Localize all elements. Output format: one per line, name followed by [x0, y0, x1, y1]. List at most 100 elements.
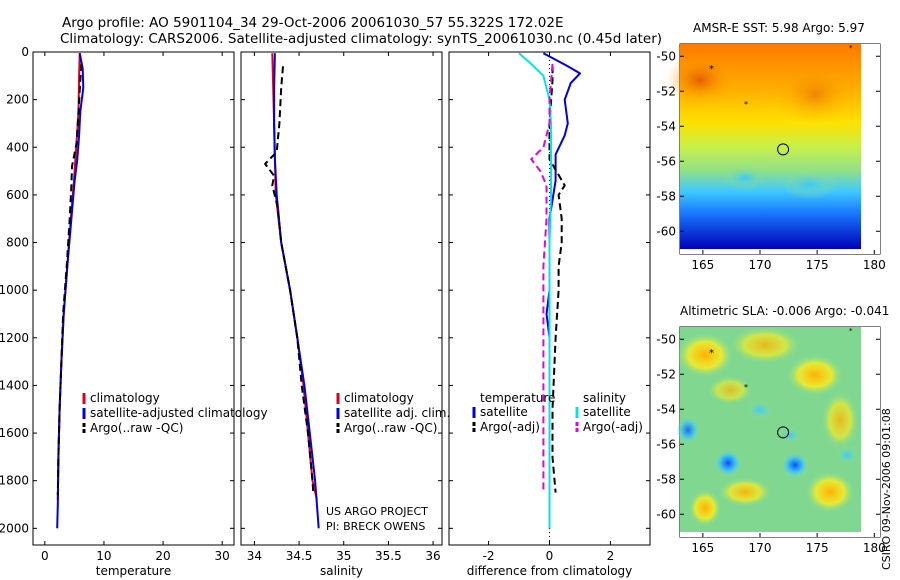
- sla-high-patch: [822, 392, 858, 448]
- salinity-xtick-label: 35: [336, 549, 351, 563]
- difference-series-temperature-argo-adj-: [548, 66, 566, 493]
- sla-map: Altimetric SLA: -0.006 Argo: -0.041 * * …: [656, 304, 889, 555]
- salinity-series-argo-raw-qc-: [264, 66, 315, 496]
- sla-high-patch: [689, 490, 721, 526]
- altimetric-sla-xtick-label: 175: [806, 541, 829, 555]
- depth-tick-label: 1600: [0, 426, 29, 440]
- difference-xtick-label: 0: [546, 549, 554, 563]
- temperature-series-satellite-adjusted-climatology: [56, 53, 85, 529]
- sla-argo-location-marker: [777, 426, 790, 439]
- salinity-xtick-label: 35.5: [375, 549, 402, 563]
- altimetric-sla-xtick-label: 180: [863, 541, 886, 555]
- sst-map-nodata: [680, 249, 880, 254]
- temperature-series-argo-raw-qc-: [56, 63, 83, 496]
- temperature-series-climatology: [56, 53, 81, 500]
- sla-low-patch: [778, 426, 802, 444]
- amsre-sst-xtick-label: 180: [863, 258, 886, 272]
- temperature-legend-entry: satellite: [480, 405, 528, 419]
- sst-warm-patch: [775, 65, 855, 125]
- temperature-legend-title: temperature: [480, 391, 555, 405]
- sst-warm-patch: [665, 55, 735, 105]
- depth-tick-label: 0: [21, 45, 29, 59]
- salinity-legend-title: salinity: [583, 391, 626, 405]
- sst-map: AMSR-E SST: 5.98 Argo: 5.97 * * * 165 170…: [656, 21, 885, 272]
- header-line-1: Argo profile: AO 5901104_34 29-Oct-2006 …: [62, 15, 564, 31]
- salinity-series-satellite-adj-clim-: [273, 53, 320, 529]
- sla-low-patch: [746, 400, 774, 420]
- difference-xtick-label: -2: [483, 549, 495, 563]
- amsre-sst-ytick-label: -52: [656, 84, 676, 98]
- sla-high-patch: [730, 327, 800, 363]
- difference-series-salinity-satellite: [518, 52, 552, 529]
- salinity-legend-entry: climatology: [344, 391, 414, 405]
- temperature-xtick-label: 20: [155, 549, 170, 563]
- sst-cool-patch: [782, 171, 838, 199]
- depth-tick-label: 1800: [0, 474, 29, 488]
- pi-label: PI: BRECK OWENS: [326, 520, 425, 533]
- difference-x-axis-label: difference from climatology: [467, 564, 633, 578]
- temperature-profile-panel: 0 10 20 30 0 200 400 600 800 1000 1200 1400 1600 1800…: [0, 45, 268, 578]
- island-marker: *: [709, 64, 714, 75]
- altimetric-sla-ytick-label: -56: [656, 437, 676, 451]
- temperature-legend-entry: satellite-adjusted climatology: [90, 406, 268, 420]
- sla-low-patch: [676, 416, 700, 444]
- salinity-legend-entry: Argo(-adj): [583, 420, 643, 434]
- temperature-legend-entry: climatology: [90, 391, 160, 405]
- salinity-profile-panel: 34 34.5 35 35.5 36 salinity climatologysatelli…: [240, 51, 450, 578]
- temperature-xtick-label: 30: [215, 549, 230, 563]
- difference-series-salinity-argo-adj-: [530, 63, 554, 493]
- sla-map-title: Altimetric SLA: -0.006 Argo: -0.041: [680, 304, 889, 318]
- depth-tick-label: 800: [6, 236, 29, 250]
- sst-cool-patch: [725, 166, 765, 190]
- header-line-2: Climatology: CARS2006. Satellite-adjuste…: [60, 31, 662, 47]
- amsre-sst-xtick-label: 170: [749, 258, 772, 272]
- sla-map-nodata: [680, 532, 880, 537]
- salinity-xtick-label: 36: [425, 549, 440, 563]
- sla-map-nodata: [861, 327, 880, 537]
- island-marker: *: [849, 44, 853, 52]
- sla-high-patch: [787, 355, 843, 395]
- sla-high-patch: [677, 333, 733, 377]
- amsre-sst-ytick-label: -58: [656, 189, 676, 203]
- sla-high-patch: [719, 478, 771, 506]
- salinity-legend-entry: satellite adj. clim.: [344, 406, 450, 420]
- difference-xtick-label: 2: [607, 549, 615, 563]
- salinity-axes-frame: [240, 51, 443, 546]
- sla-high-patch: [806, 472, 854, 512]
- amsre-sst-xtick-label: 165: [691, 258, 714, 272]
- island-marker: *: [709, 348, 714, 359]
- salinity-x-axis-label: salinity: [320, 564, 363, 578]
- salinity-xtick-label: 34.5: [286, 549, 313, 563]
- sst-argo-location-marker: [777, 143, 790, 156]
- sla-low-patch: [781, 452, 809, 478]
- amsre-sst-ytick-label: -60: [656, 224, 676, 238]
- amsre-sst-xtick-label: 175: [806, 258, 829, 272]
- altimetric-sla-ytick-label: -58: [656, 472, 676, 486]
- salinity-xtick-label: 34: [247, 549, 262, 563]
- depth-tick-label: 1200: [0, 331, 29, 345]
- temperature-xtick-label: 10: [96, 549, 111, 563]
- amsre-sst-ytick-label: -50: [656, 49, 676, 63]
- salinity-legend-entry: Argo(..raw -QC): [344, 421, 437, 435]
- island-marker: *: [744, 383, 748, 392]
- sla-high-patch: [708, 376, 752, 404]
- amsre-sst-ytick-label: -56: [656, 154, 676, 168]
- temperature-legend-entry: Argo(..raw -QC): [90, 421, 183, 435]
- altimetric-sla-ytick-label: -54: [656, 402, 676, 416]
- sst-map-title: AMSR-E SST: 5.98 Argo: 5.97: [693, 21, 865, 35]
- altimetric-sla-ytick-label: -52: [656, 367, 676, 381]
- temperature-axes-frame: [32, 51, 235, 546]
- sla-low-patch: [835, 445, 859, 465]
- altimetric-sla-ytick-label: -60: [656, 507, 676, 521]
- sla-low-patch: [714, 449, 742, 477]
- altimetric-sla-xtick-label: 165: [691, 541, 714, 555]
- depth-tick-label: 1000: [0, 283, 29, 297]
- temperature-legend-entry: Argo(-adj): [480, 420, 540, 434]
- depth-tick-label: 200: [6, 93, 29, 107]
- sst-map-nodata: [861, 44, 880, 254]
- credit-timestamp: CSIRO 09-Nov-2006 09:01:08: [880, 408, 893, 570]
- amsre-sst-ytick-label: -54: [656, 119, 676, 133]
